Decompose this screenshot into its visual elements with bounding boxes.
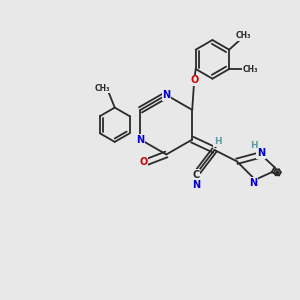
Text: O: O bbox=[139, 157, 148, 167]
Text: H: H bbox=[250, 141, 257, 150]
Text: CH₃: CH₃ bbox=[236, 31, 251, 40]
Text: CH₃: CH₃ bbox=[242, 64, 258, 74]
Text: N: N bbox=[192, 180, 200, 190]
Text: N: N bbox=[162, 90, 170, 100]
Text: N: N bbox=[249, 178, 257, 188]
Text: C: C bbox=[192, 170, 200, 180]
Text: N: N bbox=[136, 135, 145, 145]
Text: N: N bbox=[257, 148, 265, 158]
Text: CH₃: CH₃ bbox=[95, 84, 111, 93]
Text: H: H bbox=[214, 137, 221, 146]
Text: O: O bbox=[190, 75, 198, 85]
